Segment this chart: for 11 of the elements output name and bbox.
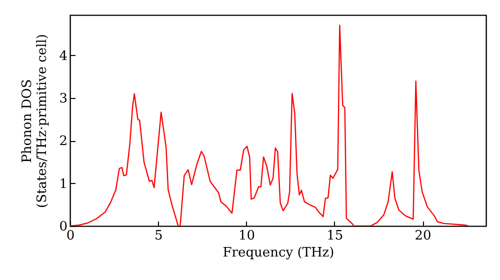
line-series <box>70 24 469 226</box>
x-axis-title: Frequency (THz) <box>222 246 334 260</box>
y-tick-label: 2 <box>59 134 68 150</box>
x-tick-label: 5 <box>154 228 163 244</box>
x-tick-label: 15 <box>326 228 344 244</box>
y-axis-title: Phonon DOS (States/THz·primitive cell) <box>20 34 50 208</box>
y-tick-label: 1 <box>59 176 68 192</box>
y-tick-label: 3 <box>59 92 68 107</box>
y-tick-label: 4 <box>59 48 68 64</box>
x-tick-label: 20 <box>414 228 432 244</box>
x-tick-label: 10 <box>238 228 256 244</box>
